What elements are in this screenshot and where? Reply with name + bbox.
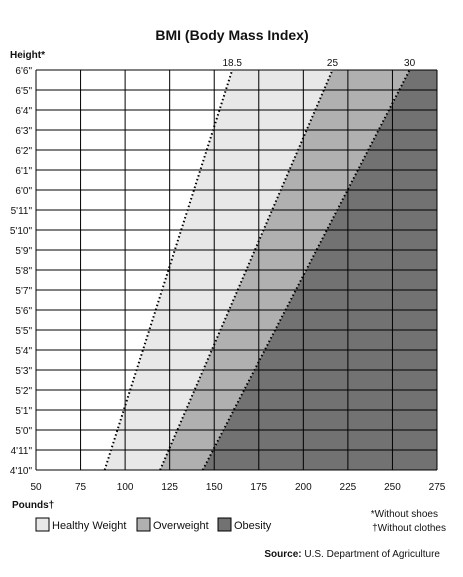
y-tick-label: 5'4"	[15, 346, 32, 357]
bmi-label-30: 30	[404, 58, 416, 69]
x-tick-label: 50	[30, 482, 42, 493]
y-tick-label: 4'10"	[10, 466, 33, 477]
legend-swatch-overweight	[136, 517, 151, 532]
y-tick-label: 6'6"	[15, 66, 32, 77]
y-tick-label: 5'7"	[15, 286, 32, 297]
bmi-line-30	[201, 69, 411, 471]
x-tick-label: 75	[75, 482, 87, 493]
source-label: Source:	[264, 549, 301, 560]
legend-swatch-healthy-weight	[35, 517, 50, 532]
y-tick-label: 5'8"	[15, 266, 32, 277]
y-tick-label: 6'3"	[15, 126, 32, 137]
note-without-clothes: †Without clothes	[372, 523, 446, 534]
y-tick-label: 6'2"	[15, 146, 32, 157]
y-tick-label: 6'0"	[15, 186, 32, 197]
y-tick-label: 5'0"	[15, 426, 32, 437]
bmi-threshold-lines	[103, 69, 411, 471]
x-tick-label: 225	[340, 482, 357, 493]
y-tick-label: 6'1"	[15, 166, 32, 177]
y-tick-label: 5'11"	[11, 206, 33, 217]
x-tick-label: 250	[384, 482, 401, 493]
legend: Healthy Weight Overweight Obesity	[35, 517, 272, 532]
y-tick-label: 5'9"	[15, 246, 32, 257]
x-tick-label: 275	[429, 482, 446, 493]
bmi-line-25	[159, 69, 334, 471]
y-tick-label: 6'5"	[15, 86, 32, 97]
y-tick-label: 5'1"	[15, 406, 32, 417]
x-axis-label: Pounds†	[12, 500, 54, 511]
y-tick-label: 5'6"	[15, 306, 32, 317]
y-axis-label: Height*	[10, 50, 45, 61]
y-tick-label: 5'10"	[10, 226, 33, 237]
y-tick-label: 5'5"	[15, 326, 32, 337]
bmi-label-18.5: 18.5	[222, 58, 242, 69]
note-without-shoes: *Without shoes	[371, 509, 438, 520]
x-tick-labels: 50 75 100 125 150 175 200 225 250 275	[30, 482, 445, 493]
grid-lines	[35, 69, 438, 471]
x-tick-label: 175	[250, 482, 267, 493]
legend-label-healthy-weight: Healthy Weight	[52, 520, 126, 532]
x-tick-label: 125	[161, 482, 178, 493]
source-line: Source: U.S. Department of Agriculture	[264, 549, 440, 560]
y-tick-label: 6'4"	[15, 106, 32, 117]
legend-label-overweight: Overweight	[153, 520, 209, 532]
y-tick-labels: 4'10" 4'11" 5'0" 5'1" 5'2" 5'3" 5'4" 5'5" 5'6" 5'…	[10, 66, 33, 477]
y-tick-label: 4'11"	[11, 446, 33, 457]
legend-swatch-obesity	[217, 517, 232, 532]
y-tick-label: 5'3"	[15, 366, 32, 377]
y-tick-label: 5'2"	[15, 386, 32, 397]
legend-label-obesity: Obesity	[234, 520, 272, 532]
x-tick-label: 100	[117, 482, 134, 493]
chart-title: BMI (Body Mass Index)	[155, 27, 308, 43]
x-tick-label: 150	[206, 482, 223, 493]
x-tick-label: 200	[295, 482, 312, 493]
bmi-threshold-labels: 18.5 25 30	[222, 58, 415, 69]
bmi-label-25: 25	[327, 58, 339, 69]
source-text: U.S. Department of Agriculture	[304, 549, 440, 560]
